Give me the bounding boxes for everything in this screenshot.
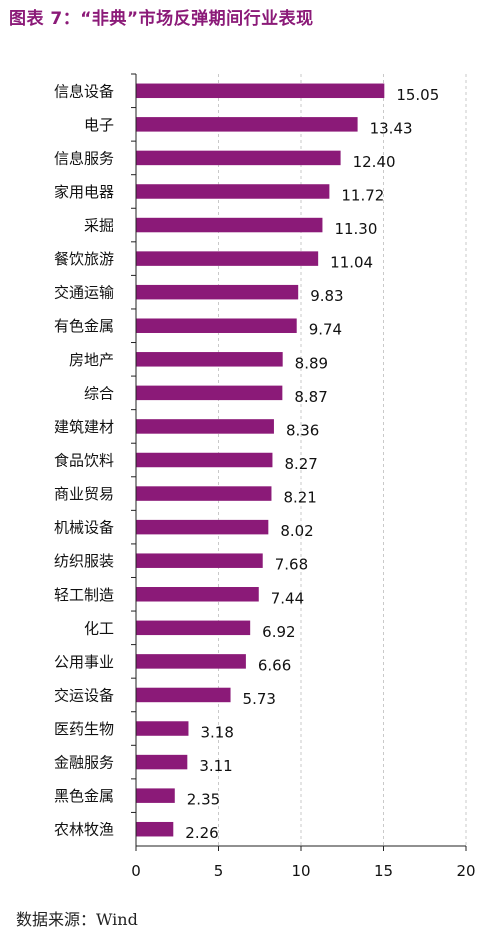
category-label: 公用事业: [54, 653, 114, 671]
category-label: 建筑建材: [54, 418, 114, 436]
bars: [136, 83, 385, 837]
category-label: 轻工制造: [54, 586, 114, 604]
value-label: 11.72: [341, 186, 384, 204]
bar: [136, 687, 231, 703]
bar: [136, 184, 330, 199]
value-label: 7.68: [275, 556, 308, 574]
value-label: 8.27: [284, 455, 317, 473]
bar-chart: 信息设备电子信息服务家用电器采掘餐饮旅游交通运输有色金属房地产综合建筑建材食品饮…: [54, 73, 476, 880]
category-label: 交通运输: [54, 284, 114, 302]
bar: [136, 519, 269, 535]
value-label: 9.83: [310, 287, 343, 305]
value-label: 2.35: [187, 791, 220, 809]
x-tick-label: 15: [374, 862, 393, 880]
bar: [136, 251, 319, 266]
bar: [136, 352, 283, 367]
value-label: 15.05: [396, 86, 439, 104]
category-label: 综合: [84, 384, 114, 402]
category-label: 农林牧渔: [54, 821, 114, 839]
bar: [136, 83, 385, 99]
category-label: 采掘: [84, 217, 114, 235]
category-label: 医药生物: [54, 720, 114, 738]
category-label: 商业贸易: [54, 485, 114, 503]
bar: [136, 150, 341, 166]
value-label: 12.40: [353, 153, 396, 171]
bar: [136, 721, 189, 736]
value-label: 9.74: [309, 321, 342, 339]
value-label: 7.44: [271, 589, 304, 607]
value-label: 3.11: [199, 757, 232, 775]
category-label: 房地产: [69, 351, 114, 369]
category-label: 餐饮旅游: [54, 250, 114, 268]
bar: [136, 587, 259, 602]
value-label: 6.66: [258, 656, 291, 674]
category-label: 机械设备: [54, 519, 114, 537]
category-label: 金融服务: [54, 754, 114, 772]
bar: [136, 486, 272, 501]
category-label: 信息设备: [54, 82, 114, 100]
value-label: 3.18: [200, 724, 233, 742]
bar: [136, 620, 251, 636]
category-label: 食品饮料: [54, 452, 114, 470]
bar: [136, 654, 246, 669]
x-tick-label: 5: [214, 862, 224, 880]
bar: [136, 821, 174, 837]
category-label: 家用电器: [54, 183, 114, 201]
value-label: 8.02: [280, 522, 313, 540]
chart-title: 图表 7：“非典”市场反弹期间行业表现: [9, 9, 314, 29]
bar: [136, 318, 297, 333]
bar: [136, 754, 188, 770]
bar: [136, 788, 175, 803]
category-label: 有色金属: [54, 317, 114, 335]
category-label: 交运设备: [54, 686, 114, 704]
value-label: 6.92: [262, 623, 295, 641]
category-label: 信息服务: [54, 149, 114, 167]
bar: [136, 217, 323, 233]
value-label: 8.36: [286, 421, 319, 439]
category-label: 电子: [84, 116, 114, 134]
value-label: 13.43: [370, 119, 413, 137]
value-label: 11.30: [334, 220, 377, 238]
source-note: 数据来源：Wind: [16, 910, 138, 929]
value-label: 11.04: [330, 254, 373, 272]
bar: [136, 385, 283, 401]
x-axis: 0 5 10 15 20: [131, 73, 476, 880]
bar: [136, 284, 299, 300]
x-tick-label: 10: [291, 862, 310, 880]
bar: [136, 419, 274, 434]
category-label: 化工: [84, 619, 114, 637]
category-labels: 信息设备电子信息服务家用电器采掘餐饮旅游交通运输有色金属房地产综合建筑建材食品饮…: [54, 82, 114, 838]
value-label: 5.73: [243, 690, 276, 708]
x-tick-label: 0: [131, 862, 141, 880]
value-label: 8.87: [294, 388, 327, 406]
x-tick-label: 20: [456, 862, 475, 880]
bar: [136, 553, 263, 568]
value-label: 2.26: [185, 824, 218, 842]
category-label: 黑色金属: [54, 787, 114, 805]
bar: [136, 117, 358, 132]
value-labels: 15.05 13.43 12.40 11.72 11.30 11.04 9.83 9.74 8.…: [185, 86, 439, 842]
category-label: 纺织服装: [54, 552, 114, 570]
value-label: 8.89: [295, 354, 328, 372]
bar: [136, 452, 273, 468]
value-label: 8.21: [283, 489, 316, 507]
